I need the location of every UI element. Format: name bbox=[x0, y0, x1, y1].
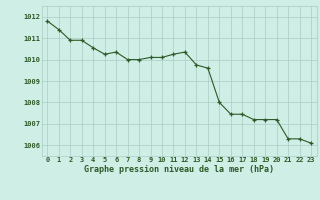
X-axis label: Graphe pression niveau de la mer (hPa): Graphe pression niveau de la mer (hPa) bbox=[84, 165, 274, 174]
